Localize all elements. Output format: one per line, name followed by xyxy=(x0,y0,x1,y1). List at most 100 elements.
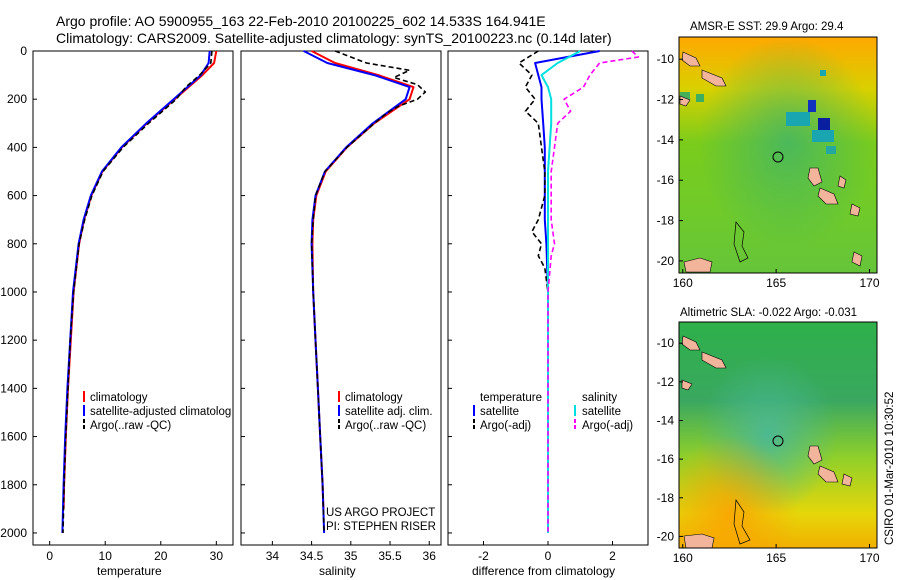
salinity-axis-label: salinity xyxy=(319,564,356,578)
sla-map-title: Altimetric SLA: -0.022 Argo: -0.031 xyxy=(680,307,857,319)
land-island xyxy=(841,473,853,487)
difference-axis-label: difference from climatology xyxy=(472,564,615,578)
map-y-tick-label: -10 xyxy=(657,52,675,66)
sst-map-title: AMSR-E SST: 29.9 Argo: 29.4 xyxy=(690,21,844,33)
depth-tick-label: 1200 xyxy=(0,333,27,347)
sst-pixel xyxy=(680,92,690,100)
profile-line-climatology xyxy=(311,50,415,509)
map-x-tick-label: 170 xyxy=(860,551,880,565)
profile-line-argo-raw-qc- xyxy=(310,50,427,534)
salinity-legend: climatology satellite adj. clim. Argo(..… xyxy=(338,391,433,432)
legend-temp-satellite: satellite xyxy=(480,406,519,418)
header-line-2: Climatology: CARS2009. Satellite-adjuste… xyxy=(56,30,612,46)
map-y-tick-label: -14 xyxy=(657,133,675,147)
depth-tick-label: 1400 xyxy=(0,381,27,395)
x-tick-label: 36 xyxy=(423,549,437,563)
x-tick-label: 20 xyxy=(154,549,168,563)
argo-float-marker xyxy=(772,151,784,163)
land-island xyxy=(681,51,701,67)
land-island xyxy=(807,167,823,187)
temperature-legend: climatology satellite-adjusted climatolo… xyxy=(83,391,231,432)
land-island xyxy=(817,187,839,205)
map-x-tick-label: 165 xyxy=(766,551,786,565)
depth-tick-label: 0 xyxy=(20,44,27,58)
x-tick-label: 0 xyxy=(46,549,53,563)
land-coast xyxy=(683,533,715,549)
map-axes: 160 165 170 -10 -12 -14 -16 -18 -20 160 165 170 -10 -… xyxy=(657,52,880,565)
land-island xyxy=(837,175,847,189)
depth-axis: 0 200 400 600 800 1000 1200 1400 1600 1800 2000 xyxy=(0,44,452,540)
legend-argo-sal: Argo(..raw -QC) xyxy=(345,420,426,432)
header-line-1: Argo profile: AO 5900955_163 22-Feb-2010… xyxy=(56,13,546,29)
depth-tick-label: 1000 xyxy=(0,285,27,299)
profile-line-argo-raw-qc- xyxy=(62,50,213,534)
temperature-panel-frame xyxy=(32,50,234,546)
x-tick-label: 10 xyxy=(99,549,113,563)
legend-group-temperature: temperature xyxy=(480,392,542,404)
sst-pixel xyxy=(812,130,834,142)
sst-pixel xyxy=(808,100,816,112)
legend-climatology: climatology xyxy=(90,392,148,404)
x-axes: 0 10 20 30 34 34.5 35 35.5 36 -2 0 2 xyxy=(46,541,616,563)
timestamp-stamp: CSIRO 01-Mar-2010 10:30:52 xyxy=(884,392,896,545)
map-y-tick-label: -12 xyxy=(657,375,675,389)
map-y-tick-label: -16 xyxy=(657,452,675,466)
depth-tick-label: 2000 xyxy=(0,526,27,540)
x-tick-label: -2 xyxy=(478,549,489,563)
map-y-tick-label: -16 xyxy=(657,173,675,187)
land-island xyxy=(681,379,693,391)
land-island xyxy=(701,351,727,369)
profile-line-climatology xyxy=(62,50,218,509)
x-tick-label: 2 xyxy=(609,549,616,563)
land-island xyxy=(849,203,861,217)
profile-plots xyxy=(61,50,640,534)
legend-satellite-sal: satellite adj. clim. xyxy=(345,406,433,418)
depth-tick-label: 200 xyxy=(7,92,27,106)
depth-tick-label: 600 xyxy=(7,189,27,203)
sst-map-frame xyxy=(678,36,878,274)
sla-map-frame xyxy=(678,321,878,549)
legend-temp-argo: Argo(-adj) xyxy=(480,420,531,432)
x-tick-label: 34.5 xyxy=(300,549,324,563)
land-island xyxy=(817,465,839,483)
map-y-tick-label: -14 xyxy=(657,414,675,428)
profile-line-temperature-argo-adj- xyxy=(518,50,549,533)
legend-group-salinity: salinity xyxy=(582,392,617,404)
x-tick-label: 35 xyxy=(344,549,358,563)
map-x-tick-label: 160 xyxy=(673,551,693,565)
legend-climatology-sal: climatology xyxy=(345,392,403,404)
credit-project: US ARGO PROJECT xyxy=(326,507,435,519)
land-island xyxy=(679,95,691,107)
map-y-tick-label: -12 xyxy=(657,93,675,107)
legend-argo: Argo(..raw -QC) xyxy=(90,420,171,432)
x-tick-label: 35.5 xyxy=(378,549,402,563)
reef-outline xyxy=(733,221,749,263)
map-y-tick-label: -20 xyxy=(657,529,675,543)
land-coast xyxy=(683,257,713,273)
map-x-tick-label: 160 xyxy=(673,276,693,290)
profile-line-salinity-satellite xyxy=(540,50,581,533)
depth-tick-label: 1600 xyxy=(0,430,27,444)
sst-pixel xyxy=(820,70,826,76)
reef-outline xyxy=(733,498,751,545)
profile-line-satellite-adj-clim- xyxy=(303,50,411,534)
legend-sal-satellite: satellite xyxy=(582,406,621,418)
sst-pixel xyxy=(826,146,836,154)
depth-tick-label: 1800 xyxy=(0,478,27,492)
argo-float-marker xyxy=(772,435,784,447)
map-y-tick-label: -18 xyxy=(657,214,675,228)
sst-map xyxy=(678,36,878,274)
x-tick-label: 30 xyxy=(210,549,224,563)
land-island xyxy=(807,445,823,465)
temperature-axis-label: temperature xyxy=(97,564,162,578)
map-y-tick-label: -18 xyxy=(657,491,675,505)
map-x-tick-label: 170 xyxy=(860,276,880,290)
x-tick-label: 0 xyxy=(545,549,552,563)
sst-pixel xyxy=(786,112,810,126)
land-island xyxy=(701,69,727,87)
map-y-tick-label: -20 xyxy=(657,254,675,268)
legend-satellite-adjusted: satellite-adjusted climatolog xyxy=(90,406,231,418)
sla-map xyxy=(678,321,878,549)
profile-line-salinity-argo-adj- xyxy=(547,50,640,533)
